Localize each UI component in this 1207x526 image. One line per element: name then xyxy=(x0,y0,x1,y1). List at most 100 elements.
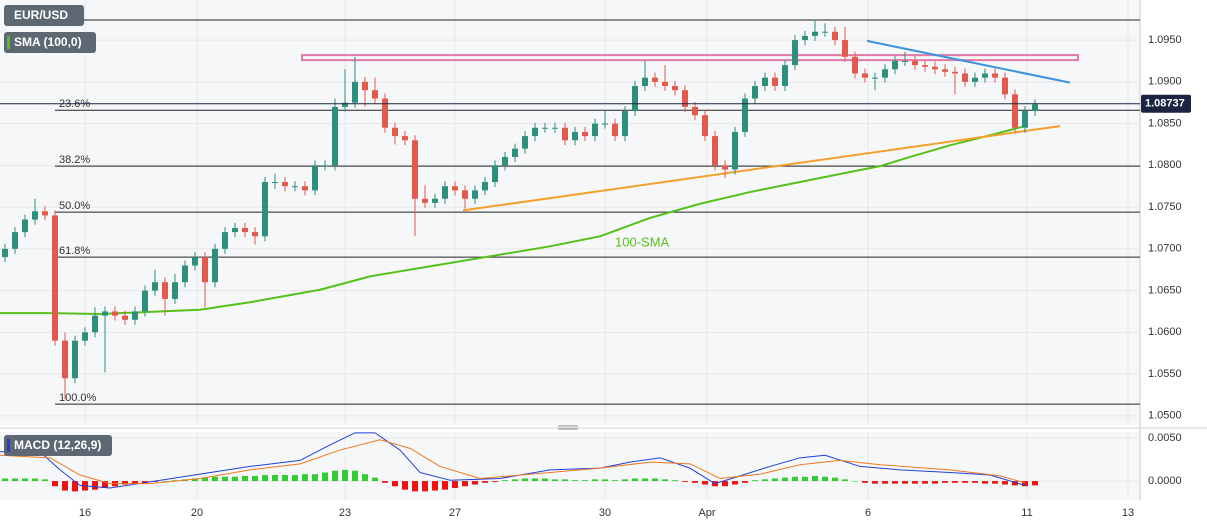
candle-body xyxy=(2,248,8,258)
macd-histogram-bar xyxy=(662,479,668,482)
candle-body xyxy=(742,98,748,132)
signal-line xyxy=(0,439,1026,485)
macd-histogram-bar xyxy=(372,477,378,482)
macd-histogram-bar xyxy=(352,470,358,482)
macd-histogram-bar xyxy=(192,478,198,482)
macd-histogram-bar xyxy=(392,481,398,487)
macd-histogram-bar xyxy=(812,475,818,482)
x-tick-label: 11 xyxy=(1021,507,1032,519)
candle-body xyxy=(892,60,898,70)
candle-body xyxy=(212,248,218,283)
macd-histogram-bar xyxy=(592,479,598,482)
candle-body xyxy=(322,165,328,167)
macd-histogram-bar xyxy=(1002,481,1008,485)
macd-histogram-bar xyxy=(272,475,278,482)
macd-histogram-bar xyxy=(652,478,658,482)
macd-histogram-bar xyxy=(882,481,888,484)
y2-tick-label: 0.0000 xyxy=(1148,475,1182,487)
candle-body xyxy=(922,65,928,67)
candle-body xyxy=(762,77,768,87)
candle-body xyxy=(832,31,838,41)
x-tick-label: 16 xyxy=(79,507,91,519)
fib-label: 61.8% xyxy=(59,245,90,257)
macd-histogram-bar xyxy=(522,478,528,482)
candle-body xyxy=(402,136,408,141)
candle-body xyxy=(332,106,338,166)
candle-body xyxy=(972,77,978,82)
candle-body xyxy=(492,165,498,183)
candle-body xyxy=(942,69,948,72)
candle-body xyxy=(92,315,98,333)
macd-histogram-bar xyxy=(822,476,828,482)
macd-swatch xyxy=(7,439,10,452)
candle-body xyxy=(992,73,998,78)
candle-body xyxy=(912,60,918,66)
macd-histogram-bar xyxy=(762,479,768,482)
y-tick-label: 1.0950 xyxy=(1148,34,1182,46)
macd-histogram-bar xyxy=(972,481,978,483)
candle-body xyxy=(562,127,568,141)
macd-histogram-bar xyxy=(322,472,328,482)
candle-body xyxy=(702,115,708,137)
macd-histogram-bar xyxy=(422,481,428,492)
macd-histogram-bar xyxy=(222,476,228,482)
macd-histogram-bar xyxy=(792,476,798,482)
last-price-label: 1.08737 xyxy=(1145,98,1185,110)
macd-histogram-bar xyxy=(52,481,58,487)
macd-histogram-bar xyxy=(402,481,408,490)
macd-histogram-bar xyxy=(1012,481,1018,486)
resize-handle[interactable] xyxy=(558,425,578,430)
y-tick-label: 1.0750 xyxy=(1148,201,1182,213)
macd-histogram-bar xyxy=(742,481,748,483)
macd-histogram-bar xyxy=(612,480,618,482)
candle-body xyxy=(122,315,128,320)
macd-histogram-bar xyxy=(562,479,568,482)
candle-body xyxy=(82,332,88,341)
macd-histogram-bar xyxy=(412,481,418,492)
candle-body xyxy=(312,165,318,191)
candle-body xyxy=(852,56,858,74)
macd-histogram-bar xyxy=(482,481,488,483)
fib-label: 100.0% xyxy=(59,392,97,404)
candle-body xyxy=(442,186,448,199)
candle-body xyxy=(282,182,288,187)
trendline xyxy=(462,125,1061,212)
macd-histogram-bar xyxy=(512,479,518,482)
x-tick-label: 30 xyxy=(599,507,611,519)
candle-body xyxy=(962,73,968,82)
candle-body xyxy=(262,182,268,237)
candle-body xyxy=(782,65,788,87)
macd-histogram-bar xyxy=(852,481,858,482)
macd-histogram-bar xyxy=(32,478,38,482)
y-tick-label: 1.0500 xyxy=(1148,410,1182,422)
macd-histogram-bar xyxy=(72,481,78,492)
candle-body xyxy=(982,73,988,78)
x-tick-label: 20 xyxy=(191,507,203,519)
candle-body xyxy=(352,81,358,103)
macd-line xyxy=(0,432,1026,489)
macd-badge xyxy=(4,435,112,456)
candle-body xyxy=(202,257,208,283)
macd-histogram-bar xyxy=(252,475,258,482)
sma-label: 100-SMA xyxy=(615,234,670,249)
macd-histogram-bar xyxy=(602,479,608,482)
macd-histogram-bar xyxy=(862,481,868,483)
x-tick-label: 27 xyxy=(449,507,461,519)
macd-histogram-bar xyxy=(162,481,168,482)
resistance-zone xyxy=(301,54,1079,62)
candle-body xyxy=(532,127,538,137)
sma-line xyxy=(0,125,1026,315)
candle-body xyxy=(32,211,38,220)
candle-body xyxy=(712,136,718,166)
candle-body xyxy=(772,77,778,87)
macd-histogram-bar xyxy=(922,481,928,484)
candle-body xyxy=(382,98,388,128)
symbol-label: EUR/USD xyxy=(14,8,68,22)
candle-body xyxy=(182,265,188,283)
macd-histogram-bar xyxy=(632,478,638,482)
candle-body xyxy=(592,123,598,137)
candle-body xyxy=(222,232,228,249)
candle-body xyxy=(802,35,808,41)
fib-label: 50.0% xyxy=(59,200,90,212)
y-tick-label: 1.0550 xyxy=(1148,368,1182,380)
